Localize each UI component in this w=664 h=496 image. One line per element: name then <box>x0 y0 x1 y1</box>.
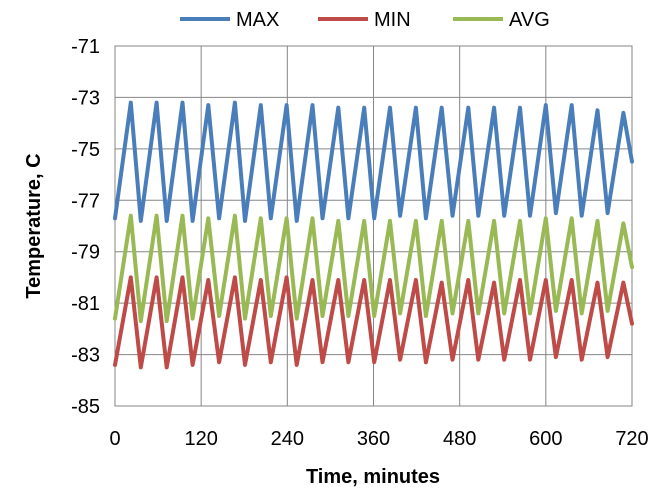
y-tick-label: -79 <box>71 242 100 264</box>
series-line-min <box>113 275 634 370</box>
y-tick-label: -81 <box>71 293 100 315</box>
x-tick-label: 360 <box>357 428 390 450</box>
y-tick-label: -83 <box>71 345 100 367</box>
x-axis-title: Time, minutes <box>306 466 440 488</box>
legend-label-avg: AVG <box>509 9 550 31</box>
x-tick-label: 480 <box>443 428 476 450</box>
x-tick-label: 0 <box>109 428 120 450</box>
legend: MAX MIN AVG <box>180 9 550 31</box>
y-axis-title: Temperature, C <box>23 153 45 298</box>
x-tick-label: 720 <box>615 428 648 450</box>
series-line-max <box>113 100 634 223</box>
y-tick-label: -75 <box>71 139 100 161</box>
y-tick-label: -85 <box>71 396 100 418</box>
x-tick-label: 600 <box>529 428 562 450</box>
series-lines <box>113 100 634 370</box>
legend-label-max: MAX <box>236 9 279 31</box>
x-tick-labels: 0 120 240 360 480 600 720 <box>109 428 648 450</box>
x-tick-label: 240 <box>271 428 304 450</box>
series-line-avg <box>113 213 634 324</box>
y-tick-labels: -71 -73 -75 -77 -79 -81 -83 -85 <box>71 36 100 418</box>
y-tick-label: -77 <box>71 190 100 212</box>
legend-label-min: MIN <box>374 9 411 31</box>
x-tick-label: 120 <box>184 428 217 450</box>
plot-area <box>114 45 633 407</box>
y-tick-label: -71 <box>71 36 100 58</box>
y-tick-label: -73 <box>71 87 100 109</box>
